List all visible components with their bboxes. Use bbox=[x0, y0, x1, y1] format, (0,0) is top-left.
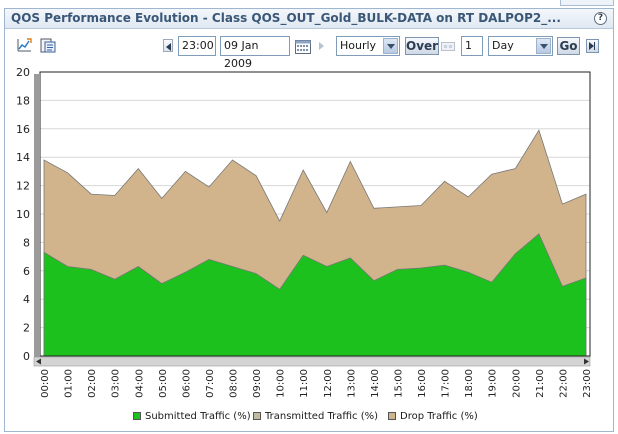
help-icon[interactable]: ? bbox=[594, 12, 607, 25]
x-tick-label: 06:00 bbox=[181, 369, 192, 398]
toggle-icon[interactable] bbox=[441, 42, 455, 51]
chart-legend: Submitted Traffic (%) Transmitted Traffic… bbox=[5, 409, 613, 425]
qos-performance-panel: QOS Performance Evolution - Class QOS_OU… bbox=[4, 8, 614, 432]
span-unit-select[interactable]: Day bbox=[488, 36, 553, 56]
legend-label: Drop Traffic (%) bbox=[400, 411, 478, 422]
x-tick-label: 07:00 bbox=[205, 369, 216, 398]
x-tick-label: 17:00 bbox=[441, 369, 452, 398]
y-tick-label: 10 bbox=[16, 208, 30, 221]
y-tick-label: 8 bbox=[23, 236, 30, 249]
scroll-right-icon bbox=[584, 358, 589, 365]
calendar-icon[interactable] bbox=[295, 40, 311, 54]
x-tick-label: 11:00 bbox=[299, 369, 310, 398]
y-tick-label: 16 bbox=[16, 123, 30, 136]
legend-item: Transmitted Traffic (%) bbox=[253, 411, 378, 422]
x-tick-label: 19:00 bbox=[488, 369, 499, 398]
chevron-down-icon bbox=[383, 38, 398, 54]
legend-item: Submitted Traffic (%) bbox=[133, 411, 251, 422]
x-tick-label: 04:00 bbox=[134, 369, 145, 398]
legend-swatch bbox=[133, 412, 141, 420]
time-field[interactable]: 23:00 bbox=[178, 36, 216, 56]
triangle-left-icon bbox=[166, 43, 171, 51]
x-tick-label: 13:00 bbox=[346, 369, 357, 398]
y-tick-label: 18 bbox=[16, 94, 30, 107]
x-tick-label: 10:00 bbox=[276, 369, 287, 398]
x-tick-label: 23:00 bbox=[582, 369, 593, 398]
legend-item: Drop Traffic (%) bbox=[388, 411, 478, 422]
legend-label: Transmitted Traffic (%) bbox=[265, 411, 378, 422]
actions-tab[interactable] bbox=[560, 0, 614, 6]
legend-label: Submitted Traffic (%) bbox=[145, 411, 251, 422]
x-tick-label: 14:00 bbox=[370, 369, 381, 398]
next-period-disabled-icon bbox=[319, 42, 324, 50]
x-tick-label: 03:00 bbox=[111, 369, 122, 398]
y-tick-label: 0 bbox=[23, 350, 30, 363]
legend-swatch bbox=[388, 412, 396, 420]
span-count-field[interactable]: 1 bbox=[461, 36, 483, 56]
x-tick-label: 22:00 bbox=[558, 369, 569, 398]
submitted-traffic-area bbox=[43, 233, 587, 357]
clipboard-icon[interactable] bbox=[39, 37, 57, 53]
panel-title: QOS Performance Evolution - Class QOS_OU… bbox=[11, 11, 561, 25]
skip-forward-button[interactable] bbox=[586, 39, 599, 53]
triangle-right-icon bbox=[589, 42, 594, 50]
y-tick-label: 12 bbox=[16, 180, 30, 193]
chart-toolbar: 23:00 09 Jan 2009 Hourly Over 1 Day Go bbox=[5, 33, 613, 70]
x-tick-label: 21:00 bbox=[535, 369, 546, 398]
x-tick-label: 05:00 bbox=[158, 369, 169, 398]
plot-3d-edge bbox=[34, 74, 40, 364]
prev-period-button[interactable] bbox=[163, 39, 173, 52]
x-tick-label: 15:00 bbox=[393, 369, 404, 398]
x-tick-label: 02:00 bbox=[87, 369, 98, 398]
y-tick-label: 14 bbox=[16, 151, 30, 164]
x-tick-label: 20:00 bbox=[511, 369, 522, 398]
go-button[interactable]: Go bbox=[557, 37, 580, 55]
y-tick-label: 4 bbox=[23, 293, 30, 306]
x-tick-label: 12:00 bbox=[323, 369, 334, 398]
x-tick-label: 09:00 bbox=[252, 369, 263, 398]
bar-icon bbox=[594, 42, 595, 50]
legend-swatch bbox=[253, 412, 261, 420]
y-tick-label: 2 bbox=[23, 322, 30, 335]
x-tick-label: 16:00 bbox=[417, 369, 428, 398]
qos-area-chart: 0 2 4 6 8 10 12 14 16 18 20 00:00 01:00 02:00 03:00 04:… bbox=[16, 66, 593, 398]
horizontal-scrollbar bbox=[33, 356, 591, 367]
y-tick-label: 20 bbox=[16, 66, 30, 79]
date-field[interactable]: 09 Jan 2009 bbox=[220, 36, 290, 70]
over-button[interactable]: Over bbox=[405, 37, 439, 55]
x-tick-label: 18:00 bbox=[464, 369, 475, 398]
granularity-select[interactable]: Hourly bbox=[336, 36, 400, 56]
granularity-value: Hourly bbox=[340, 39, 377, 52]
span-unit-value: Day bbox=[492, 39, 514, 52]
chart-export-icon[interactable] bbox=[15, 37, 33, 53]
x-tick-label: 01:00 bbox=[64, 369, 75, 398]
y-tick-label: 6 bbox=[23, 265, 30, 278]
panel-titlebar: QOS Performance Evolution - Class QOS_OU… bbox=[5, 9, 613, 29]
chevron-down-icon bbox=[536, 38, 551, 54]
scroll-left-icon bbox=[36, 358, 41, 365]
x-tick-label: 08:00 bbox=[229, 369, 240, 398]
x-tick-label: 00:00 bbox=[40, 369, 51, 398]
